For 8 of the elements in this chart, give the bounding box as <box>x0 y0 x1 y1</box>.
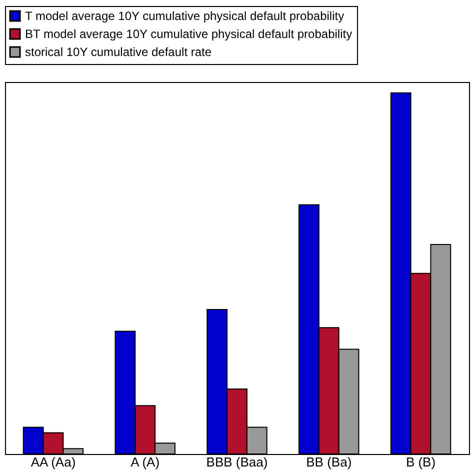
x-tick-label: AA (Aa) <box>30 454 76 470</box>
x-tick-label: A (A) <box>130 454 160 470</box>
x-tick-label: BBB (Baa) <box>206 454 268 470</box>
legend-label: storical 10Y cumulative default rate <box>25 45 212 59</box>
legend-label: T model average 10Y cumulative physical default probability <box>25 9 344 23</box>
x-tick-label: B (B) <box>406 454 436 470</box>
legend-label: BT model average 10Y cumulative physical default probability <box>25 27 352 41</box>
x-tick-label: BB (Ba) <box>306 454 352 470</box>
